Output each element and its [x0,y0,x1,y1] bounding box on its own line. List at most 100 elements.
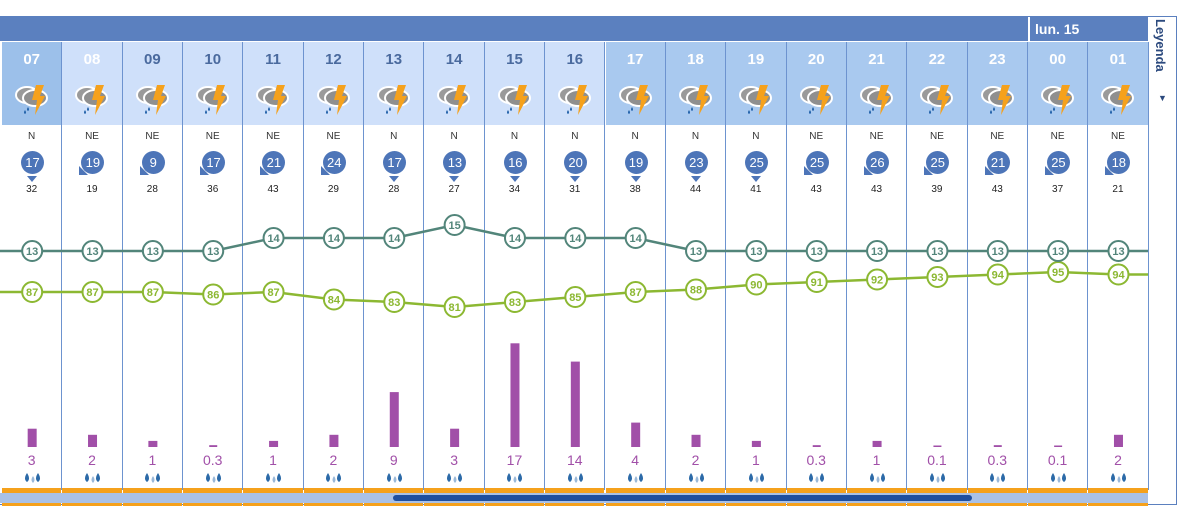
rain-drops-icon [183,472,242,487]
legend-panel[interactable]: Leyenda ▼ [1149,16,1177,505]
wind-gust: 43 [991,184,1003,195]
humidity-point [443,296,466,318]
precipitation-bar [872,440,882,447]
rain-drops-icon [1088,472,1147,487]
hour-column: 10 NE 17 36 0.3 [183,42,244,506]
humidity-point [262,281,285,303]
temperature-label: 13 [86,246,98,258]
wind-gust: 28 [388,184,400,195]
hour-label: 23 [988,51,1006,68]
rain-drops-icon [304,472,363,487]
hour-column: 14 N 13 27 3 [424,42,485,506]
hour-label: 14 [445,51,463,68]
wind-gust: 43 [810,184,822,195]
precipitation-value: 2 [691,452,700,468]
storm-rain-icon [1100,82,1136,116]
humidity-point [322,288,345,311]
horizontal-scrollbar[interactable] [0,493,1148,503]
temperature-point [745,240,768,262]
temperature-label: 13 [750,246,762,258]
hour-header: 12 [303,42,364,125]
precipitation-value: 2 [329,452,338,468]
hour-label: 08 [83,51,101,68]
storm-rain-icon [557,82,593,116]
precipitation-value: 1 [148,452,157,468]
precipitation-value: 1 [751,452,760,468]
storm-rain-icon [376,82,412,116]
temperature-point [1107,240,1130,262]
wind-direction: N [28,131,36,142]
day-label: lun. 15 [1028,17,1079,41]
rain-drops-icon [907,472,966,487]
wind-gust: 32 [26,184,38,195]
humidity-label: 93 [931,272,943,284]
precipitation-bar [751,440,761,447]
wind-direction-arrow-icon [803,166,813,175]
wind-speed: 25 [745,151,769,174]
storm-rain-icon [497,82,533,116]
humidity-label: 87 [86,287,98,299]
temperature-label: 13 [931,246,943,258]
temperature-point [503,227,526,249]
temperature-label: 14 [328,233,341,245]
wind-speed: 13 [443,151,467,174]
humidity-label: 94 [1112,270,1125,282]
hour-column: 08 NE 19 19 2 [62,42,123,506]
wind-speed: 23 [684,151,708,174]
precipitation-bar [631,422,641,447]
temperature-point [564,227,587,249]
wind-speed: 19 [624,151,648,174]
storm-rain-icon [859,82,895,116]
wind-gust: 38 [629,184,641,195]
wind-direction: NE [266,131,281,142]
temperature-point [21,240,44,262]
scrollbar-thumb[interactable] [393,495,972,501]
wind-speed: 17 [202,151,226,174]
precipitation-value: 3 [450,452,458,468]
hour-column: 15 N 16 34 17 [484,42,546,506]
precipitation-bar [812,445,821,447]
humidity-point [564,286,587,308]
hour-header: 15 [484,42,545,125]
humidity-label: 87 [630,287,642,299]
hour-label: 17 [626,51,644,68]
wind-direction: N [450,131,458,142]
hour-header: 00 [1027,42,1088,125]
caret-down-icon[interactable]: ▼ [1158,93,1167,103]
humidity-label: 87 [26,287,38,299]
wind-speed: 19 [81,151,105,174]
temperature-point [805,240,828,262]
wind-direction: NE [869,131,884,142]
hour-label: 12 [325,51,342,68]
precipitation-value: 1 [269,452,277,468]
humidity-label: 94 [992,270,1005,282]
hour-header: 16 [545,42,605,125]
wind-direction: NE [205,131,220,142]
hour-label: 09 [144,51,161,68]
temperature-label: 13 [1112,246,1124,258]
wind-gust: 37 [1052,184,1064,195]
wind-speed: 25 [1046,151,1070,174]
rain-drops-icon [123,472,182,487]
rain-drops-icon [968,472,1027,487]
wind-gust: 21 [1112,184,1124,195]
hour-header: 22 [907,42,967,125]
hour-header: 21 [846,42,907,125]
temperature-point [624,227,647,249]
temperature-point [202,240,225,262]
temperature-label: 15 [449,220,461,232]
wind-direction: NE [929,131,944,142]
date-bar: lun. 15 [0,17,1148,41]
storm-rain-icon [255,82,291,116]
precipitation-bar [88,434,98,447]
hour-label: 00 [1049,51,1066,68]
temperature-point [1047,240,1070,262]
humidity-label: 86 [207,290,219,302]
hour-label: 16 [566,51,584,68]
hour-header: 08 [62,42,122,125]
precipitation-value: 1 [872,452,881,468]
storm-rain-icon [618,82,654,116]
temperature-point [926,240,949,262]
humidity-point [1107,263,1130,286]
wind-direction: NE [1050,131,1065,142]
